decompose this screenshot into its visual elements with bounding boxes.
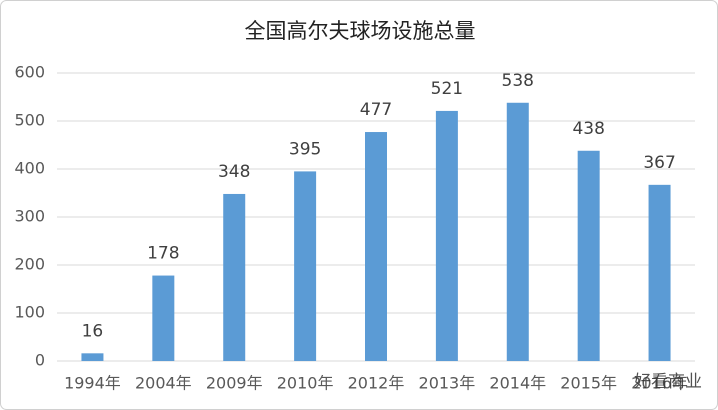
value-label: 521: [431, 79, 463, 99]
bar: [435, 110, 458, 361]
value-label: 367: [643, 153, 675, 173]
bar: [365, 132, 387, 361]
y-tick-label: 600: [14, 63, 45, 82]
value-label: 395: [289, 139, 321, 159]
value-label: 538: [502, 71, 534, 91]
bar: [223, 193, 246, 361]
y-tick-label: 300: [14, 207, 45, 226]
y-tick-label: 400: [14, 159, 45, 178]
y-tick-label: 0: [35, 351, 45, 370]
y-tick-label: 100: [14, 303, 45, 322]
watermark: 好看商业: [634, 372, 702, 392]
bar: [506, 102, 529, 361]
x-tick-label: 1994年: [64, 374, 121, 393]
y-tick-label: 200: [14, 255, 45, 274]
x-tick-label: 2013年: [419, 374, 476, 393]
x-tick-label: 2016年: [631, 374, 688, 393]
x-tick-label: 2009年: [206, 374, 263, 393]
x-tick-label: 2015年: [560, 374, 617, 393]
bar: [81, 353, 104, 361]
x-tick-label: 2010年: [277, 374, 334, 393]
x-tick-label: 2004年: [135, 374, 192, 393]
bar: [648, 184, 671, 361]
value-label: 438: [572, 119, 604, 139]
bar: [577, 150, 600, 361]
value-label: 348: [218, 162, 250, 182]
value-label: 178: [147, 244, 179, 264]
value-label: 16: [82, 321, 104, 341]
value-label: 477: [360, 100, 392, 120]
bar: [152, 275, 175, 361]
x-tick-label: 2014年: [489, 374, 546, 393]
chart-title: 全国高尔夫球场设施总量: [245, 19, 476, 43]
y-tick-label: 500: [14, 111, 45, 130]
x-tick-label: 2012年: [348, 374, 405, 393]
bar: [294, 171, 317, 361]
